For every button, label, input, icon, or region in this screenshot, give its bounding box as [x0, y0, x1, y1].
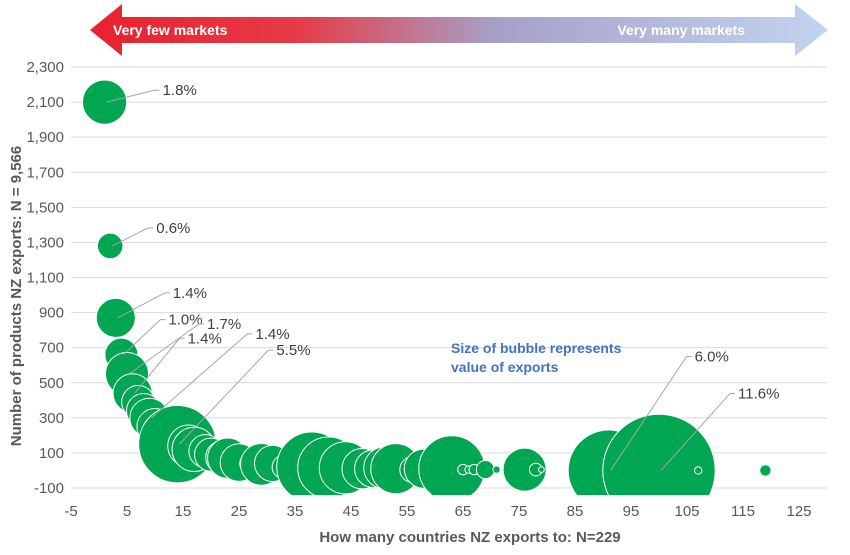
y-tick-label: 300 — [39, 410, 64, 427]
y-axis-title: Number of products NZ exports: N = 9,566 — [8, 146, 25, 446]
y-tick-label: 2,100 — [26, 94, 64, 111]
markets-arrow-shape — [90, 4, 828, 56]
x-tick-label: 45 — [343, 503, 360, 520]
bubble — [602, 413, 716, 495]
arrow-label-right: Very many markets — [617, 22, 745, 38]
callout-leader-line — [111, 227, 154, 247]
bubble-share-label: 1.7% — [207, 316, 241, 333]
bubble — [694, 466, 703, 475]
bubble-share-label: 5.5% — [276, 342, 310, 359]
callout-leader-line — [123, 319, 166, 356]
bubble-share-label: 6.0% — [695, 348, 729, 365]
x-tick-label: 105 — [674, 503, 699, 520]
bubble-share-label: 1.4% — [173, 285, 207, 302]
bubble — [475, 460, 495, 480]
bubble — [538, 466, 545, 473]
y-tick-label: 2,300 — [26, 59, 64, 76]
callout-leader-line — [610, 355, 692, 471]
bubble-share-label: 1.4% — [255, 326, 289, 343]
bubble — [96, 232, 124, 260]
x-tick-label: 35 — [287, 503, 304, 520]
bubble-share-label: 11.6% — [738, 385, 779, 402]
x-tick-label: 5 — [123, 503, 131, 520]
y-tick-label: -100 — [34, 480, 64, 497]
bubble-share-label: 1.4% — [188, 330, 222, 347]
callout-leader-line — [660, 392, 735, 471]
bubble-size-note-line2: value of exports — [451, 359, 559, 375]
bubble-callouts: 1.8%0.6%1.4%1.0% 1.7%1.4% 1.4%5.5% 6.0%11.6… — [106, 82, 779, 471]
bubble-size-note-line1: Size of bubble represents — [451, 340, 622, 356]
bubble — [492, 465, 501, 474]
y-tick-label: 1,100 — [26, 270, 64, 287]
y-tick-label: 1,700 — [26, 164, 64, 181]
x-tick-label: 75 — [511, 503, 528, 520]
bubble — [95, 297, 136, 338]
y-tick-label: 1,900 — [26, 129, 64, 146]
x-tick-label: 125 — [786, 503, 811, 520]
callout-leader-line — [151, 333, 253, 419]
y-tick-label: 100 — [39, 445, 64, 462]
bubble — [502, 447, 547, 492]
bubble — [81, 79, 128, 125]
x-axis-title: How many countries NZ exports to: N=229 — [319, 529, 620, 546]
x-tick-label: 115 — [731, 503, 755, 520]
y-tick-label: 700 — [39, 340, 64, 357]
bubble-share-label: 0.6% — [156, 220, 190, 237]
bubbles — [81, 79, 772, 495]
y-tick-label: 1,300 — [26, 234, 64, 251]
callout-leader-line — [134, 337, 185, 394]
x-tick-label: 25 — [231, 503, 248, 520]
x-tick-label: 15 — [175, 503, 192, 520]
x-tick-label: -5 — [64, 503, 77, 520]
x-tick-label: 85 — [567, 503, 584, 520]
x-tick-label: 95 — [623, 503, 640, 520]
y-tick-label: 1,500 — [26, 199, 64, 216]
x-tick-label: 55 — [399, 503, 416, 520]
callout-leader-line — [106, 89, 160, 103]
arrow-label-left: Very few markets — [113, 22, 228, 38]
callout-leader-line — [128, 323, 204, 375]
y-tick-label: 900 — [39, 305, 64, 322]
bubble-share-label: 1.8% — [163, 82, 197, 99]
callout-leader-line — [179, 349, 274, 445]
markets-arrow: Very few markets Very many markets — [90, 4, 828, 56]
callout-leader-line — [117, 292, 170, 319]
bubble-share-label: 1.0% — [168, 312, 202, 329]
y-tick-label: 500 — [39, 375, 64, 392]
bubble — [759, 464, 772, 477]
x-tick-label: 65 — [455, 503, 472, 520]
axis-ticks: -100 100 300 500 700 900 1,100 1,300 1,500 1,700 1… — [26, 59, 811, 520]
